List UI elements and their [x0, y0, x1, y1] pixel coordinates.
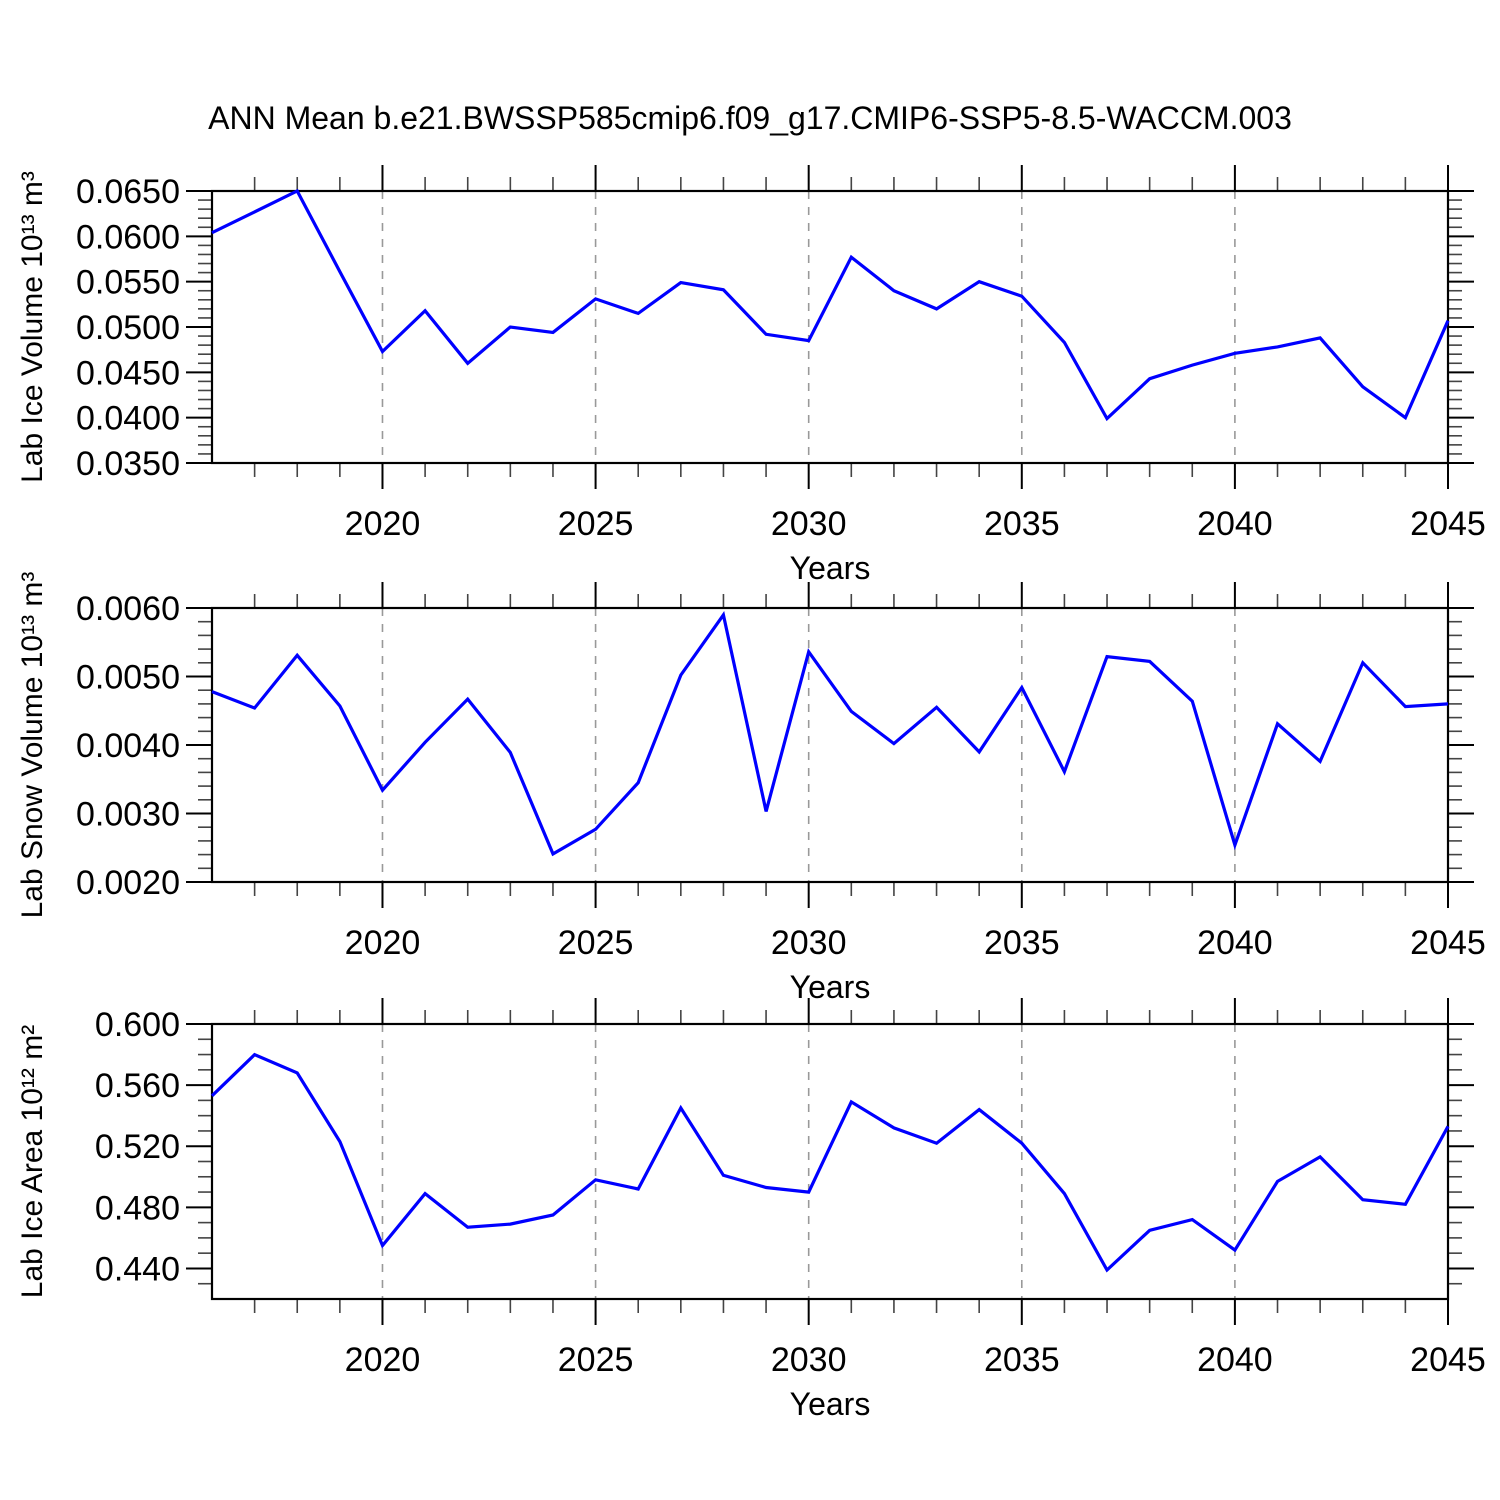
x-tick-label: 2025: [558, 1341, 634, 1379]
chart-panel-2: 2020 2025 2030 2035 2040 2045 0.0060 0.0050 0.00…: [16, 572, 1486, 1005]
x-tick-label: 2040: [1197, 505, 1273, 543]
chart-panel-1: 2020 2025 2030 2035 2040 2045 0.0650 0.0600 0.05…: [16, 165, 1486, 586]
x-tick-label: 2045: [1410, 505, 1486, 543]
y-tick-label: 0.0040: [76, 727, 180, 765]
plot-frame: [210, 189, 1450, 465]
x-tick-label: 2030: [771, 1341, 847, 1379]
y-tick-label: 0.0400: [76, 400, 180, 438]
plot-frame: [210, 1022, 1450, 1301]
y-tick-label: 0.440: [95, 1250, 180, 1288]
x-tick-label: 2030: [771, 924, 847, 962]
x-tick-label: 2045: [1410, 1341, 1486, 1379]
y-tick-label: 0.0050: [76, 659, 180, 697]
y-axis-title: Lab Snow Volume 10¹³ m³: [16, 572, 49, 919]
y-tick-label: 0.520: [95, 1128, 180, 1166]
x-tick-label: 2020: [345, 505, 421, 543]
x-tick-label: 2040: [1197, 924, 1273, 962]
y-tick-label: 0.0060: [76, 590, 180, 628]
y-axis-title: Lab Ice Area 10¹² m²: [16, 1025, 49, 1298]
y-tick-label: 0.560: [95, 1067, 180, 1105]
data-series-line: [211, 188, 1450, 422]
x-tick-label: 2035: [984, 924, 1060, 962]
data-series-line: [211, 611, 1449, 857]
chart-panel-3: 2020 2025 2030 2035 2040 2045 0.600 0.560 0.520 0…: [16, 998, 1486, 1422]
x-tick-label: 2025: [558, 924, 634, 962]
y-tick-label: 0.0650: [76, 173, 180, 211]
figure-title: ANN Mean b.e21.BWSSP585cmip6.f09_g17.CMI…: [208, 100, 1292, 136]
x-tick-label: 2020: [345, 924, 421, 962]
y-tick-label: 0.480: [95, 1189, 180, 1227]
plot-frame: [210, 606, 1450, 884]
y-tick-label: 0.0500: [76, 309, 180, 347]
x-tick-label: 2040: [1197, 1341, 1273, 1379]
x-tick-label: 2035: [984, 505, 1060, 543]
x-axis-title: Years: [790, 550, 871, 586]
y-axis-title: Lab Ice Volume 10¹³ m³: [16, 171, 49, 483]
y-tick-label: 0.600: [95, 1006, 180, 1044]
x-axis-title: Years: [790, 1386, 871, 1422]
y-tick-label: 0.0450: [76, 354, 180, 392]
x-tick-label: 2020: [345, 1341, 421, 1379]
y-tick-label: 0.0020: [76, 864, 180, 902]
y-tick-label: 0.0550: [76, 264, 180, 302]
x-axis-title: Years: [790, 969, 871, 1005]
x-tick-label: 2045: [1410, 924, 1486, 962]
y-tick-label: 0.0600: [76, 218, 180, 256]
x-tick-label: 2025: [558, 505, 634, 543]
y-tick-label: 0.0030: [76, 796, 180, 834]
y-tick-label: 0.0350: [76, 445, 180, 483]
x-tick-label: 2035: [984, 1341, 1060, 1379]
x-tick-label: 2030: [771, 505, 847, 543]
data-series-line: [210, 1052, 1450, 1273]
